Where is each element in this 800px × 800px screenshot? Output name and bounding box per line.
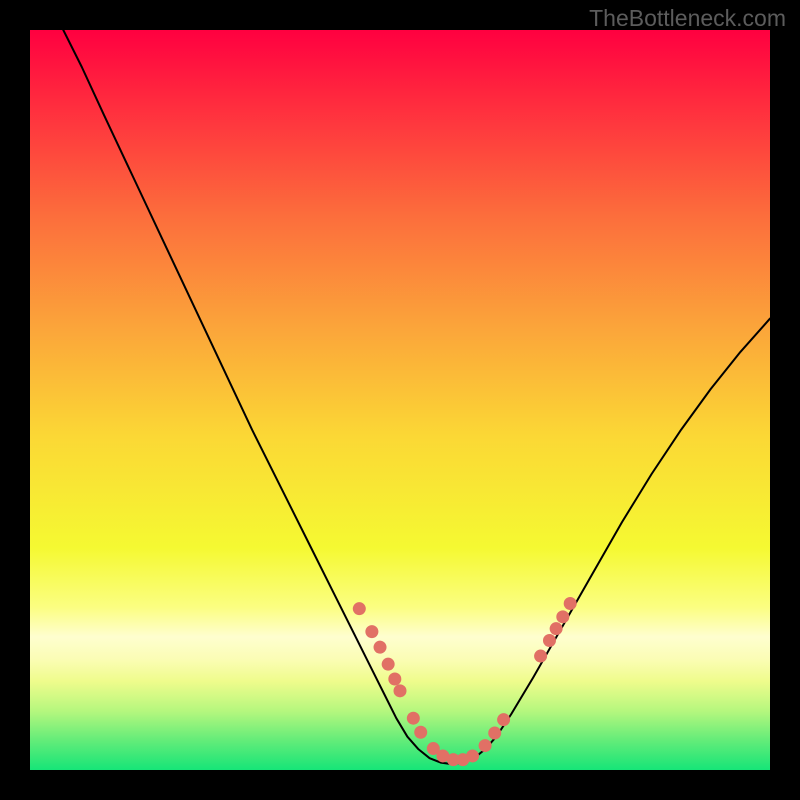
data-marker: [479, 739, 492, 752]
data-marker: [550, 622, 563, 635]
chart-plot-area: [30, 30, 770, 770]
data-marker: [382, 658, 395, 671]
watermark-text: TheBottleneck.com: [589, 5, 786, 32]
data-marker: [374, 641, 387, 654]
data-marker: [534, 650, 547, 663]
data-marker: [394, 684, 407, 697]
data-marker: [556, 610, 569, 623]
data-marker: [388, 672, 401, 685]
chart-background: [30, 30, 770, 770]
data-marker: [488, 727, 501, 740]
data-marker: [466, 749, 479, 762]
data-marker: [497, 713, 510, 726]
chart-svg: [30, 30, 770, 770]
data-marker: [353, 602, 366, 615]
data-marker: [365, 625, 378, 638]
data-marker: [543, 634, 556, 647]
data-marker: [407, 712, 420, 725]
data-marker: [414, 726, 427, 739]
data-marker: [564, 597, 577, 610]
